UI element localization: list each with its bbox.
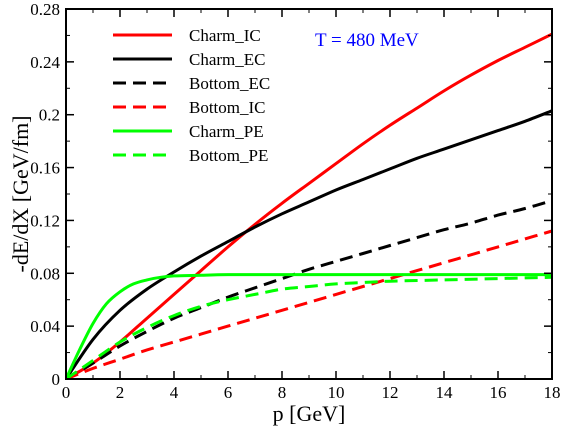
legend: Charm_IC Charm_EC Bottom_EC Bottom_IC Charm_… [113,26,270,165]
y-tick-label: 0.2 [39,106,60,125]
x-axis-title: p [GeV] [273,401,346,426]
x-tick-label: 6 [224,383,233,402]
series-line-bottom-pe [66,275,552,379]
series-line-charm-ic [66,32,552,379]
x-tick-label: 0 [62,383,71,402]
x-tick-label: 4 [170,383,179,402]
x-tick-label: 8 [278,383,287,402]
x-tick-label: 16 [490,383,507,402]
legend-label: Charm_EC [189,50,266,69]
y-tick-label: 0.04 [30,317,60,336]
y-tick-label: 0.16 [30,159,60,178]
legend-label: Bottom_EC [189,74,270,93]
series-line-charm-ec [66,109,552,379]
legend-label: Bottom_PE [189,146,268,165]
y-tick-label: 0.12 [30,211,60,230]
y-tick-label: 0.28 [30,0,60,19]
ticks-layer: 0 2 4 6 8 10 12 14 16 18 0 0.04 0.08 0.12 0.16 0.2 0.24 0… [30,0,560,402]
series-layer [66,32,552,379]
y-tick-label: 0.24 [30,53,60,72]
y-tick-label: 0 [52,370,61,389]
x-tick-label: 14 [436,383,454,402]
y-tick-label: 0.08 [30,264,60,283]
x-tick-label: 12 [382,383,399,402]
legend-label: Bottom_IC [189,98,266,117]
x-tick-label: 2 [116,383,125,402]
x-tick-label: 10 [328,383,345,402]
temperature-annotation: T = 480 MeV [315,30,419,51]
series-line-bottom-ic [66,229,552,379]
y-axis-title: -dE/dX [GeV/fm] [8,115,33,272]
x-tick-label: 18 [544,383,561,402]
legend-label: Charm_IC [189,26,261,45]
series-line-bottom-ec [66,199,552,379]
series-line-charm-pe [66,273,552,379]
legend-label: Charm_PE [189,122,264,141]
